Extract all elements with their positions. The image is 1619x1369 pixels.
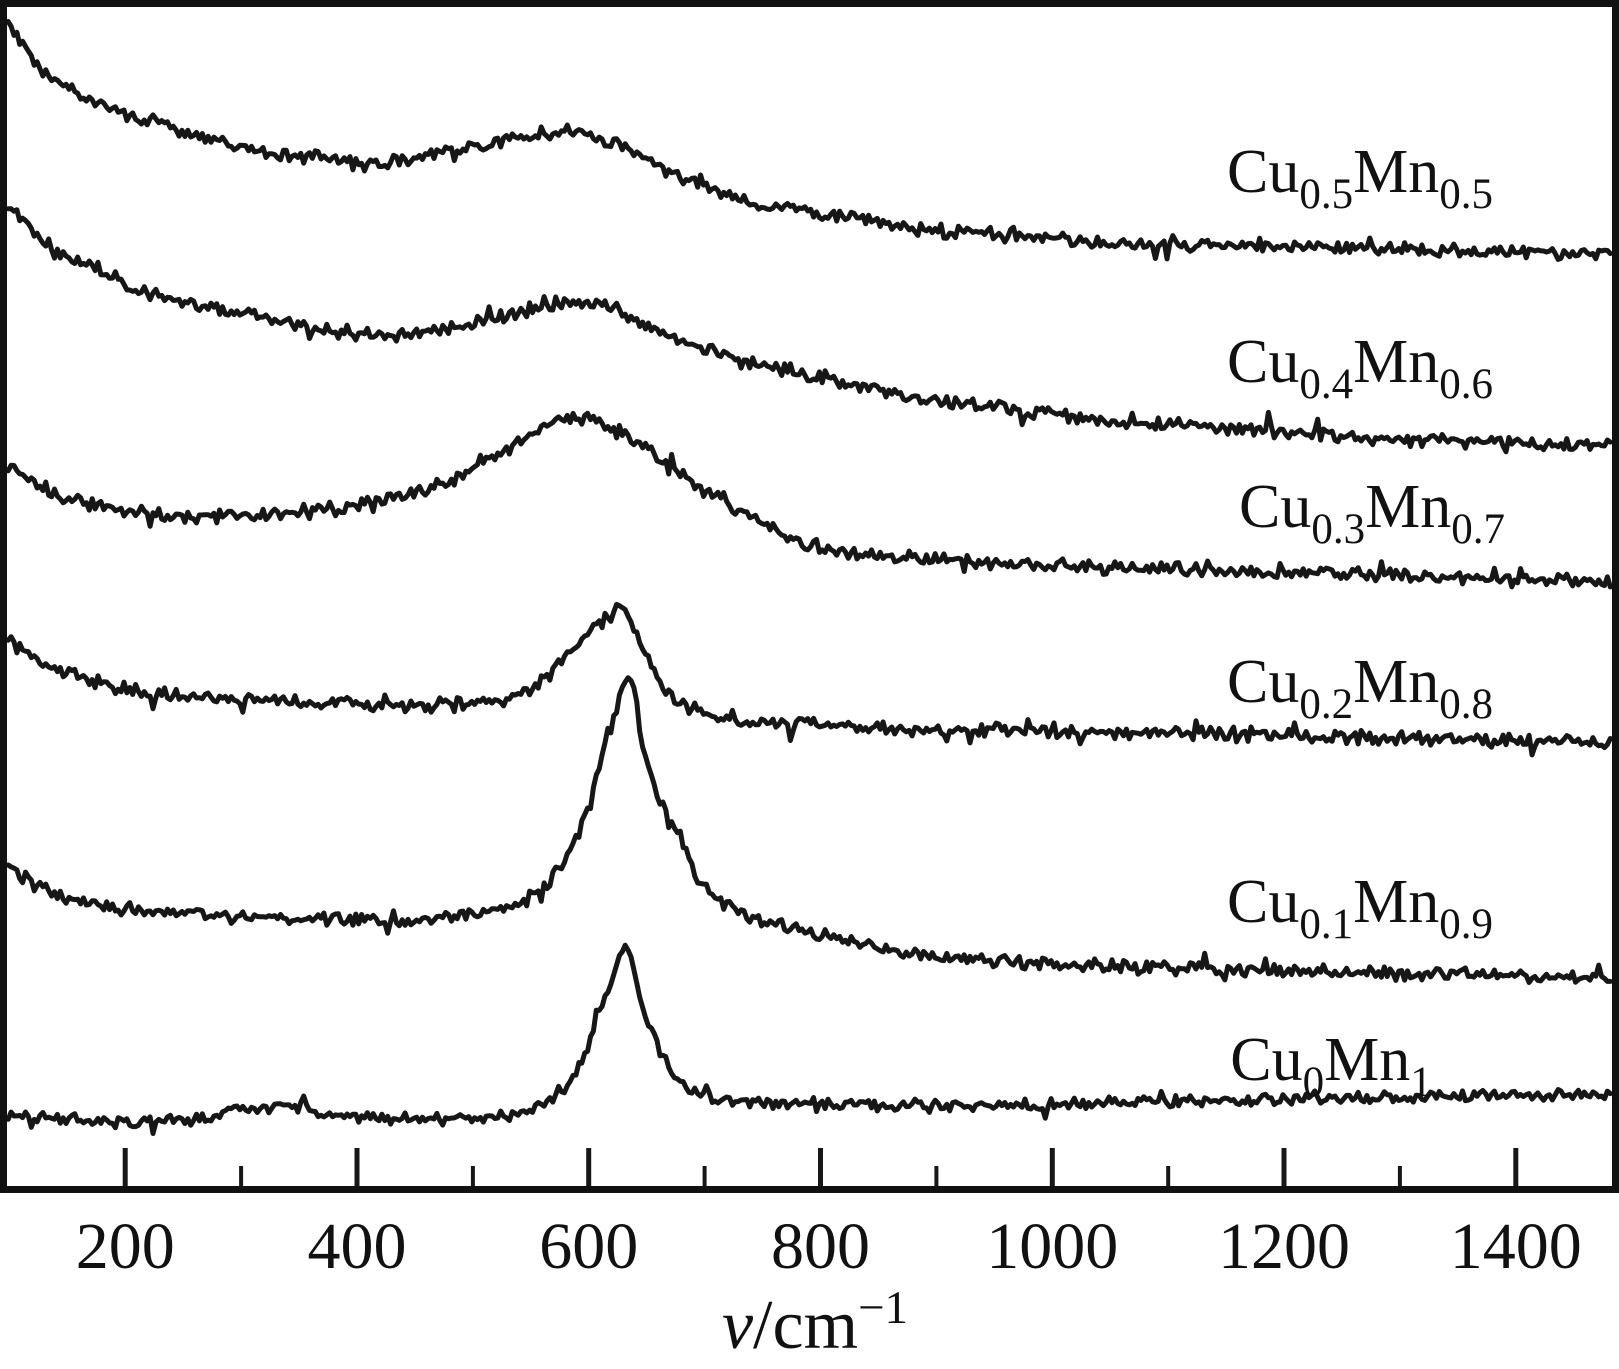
- series-label-cu0mn1: Cu0Mn1: [1230, 1026, 1432, 1106]
- spectrum-trace-cu01mn09: [7, 675, 1612, 985]
- x-axis-tick-label: 1200: [1218, 1210, 1350, 1283]
- x-axis-title: ν/cm−1: [722, 1282, 908, 1364]
- x-axis-tick-label: 800: [771, 1210, 870, 1283]
- series-label-cu04mn06: Cu0.4Mn0.6: [1227, 328, 1493, 408]
- spectrum-trace-cu05mn05: [7, 19, 1612, 262]
- spectrum-trace-cu02mn08: [7, 601, 1612, 758]
- x-axis-tick-label: 600: [539, 1210, 638, 1283]
- x-axis-tick-label: 1000: [986, 1210, 1118, 1283]
- series-label-cu01mn09: Cu0.1Mn0.9: [1227, 868, 1493, 948]
- series-label-cu02mn08: Cu0.2Mn0.8: [1227, 648, 1493, 728]
- series-label-cu03mn07: Cu0.3Mn0.7: [1239, 473, 1505, 553]
- plot-border: [0, 0, 1619, 1193]
- x-axis-ticks: [122, 1148, 1519, 1186]
- x-axis-tick-label: 400: [308, 1210, 407, 1283]
- spectrum-trace-cu03mn07: [7, 410, 1612, 590]
- spectrum-trace-cu0mn1: [7, 942, 1612, 1136]
- x-axis-tick-label: 1400: [1450, 1210, 1582, 1283]
- spectra-traces: [7, 19, 1612, 1136]
- series-label-cu05mn05: Cu0.5Mn0.5: [1227, 138, 1493, 218]
- spectrum-trace-cu04mn06: [7, 206, 1612, 455]
- x-axis-tick-label: 200: [76, 1210, 175, 1283]
